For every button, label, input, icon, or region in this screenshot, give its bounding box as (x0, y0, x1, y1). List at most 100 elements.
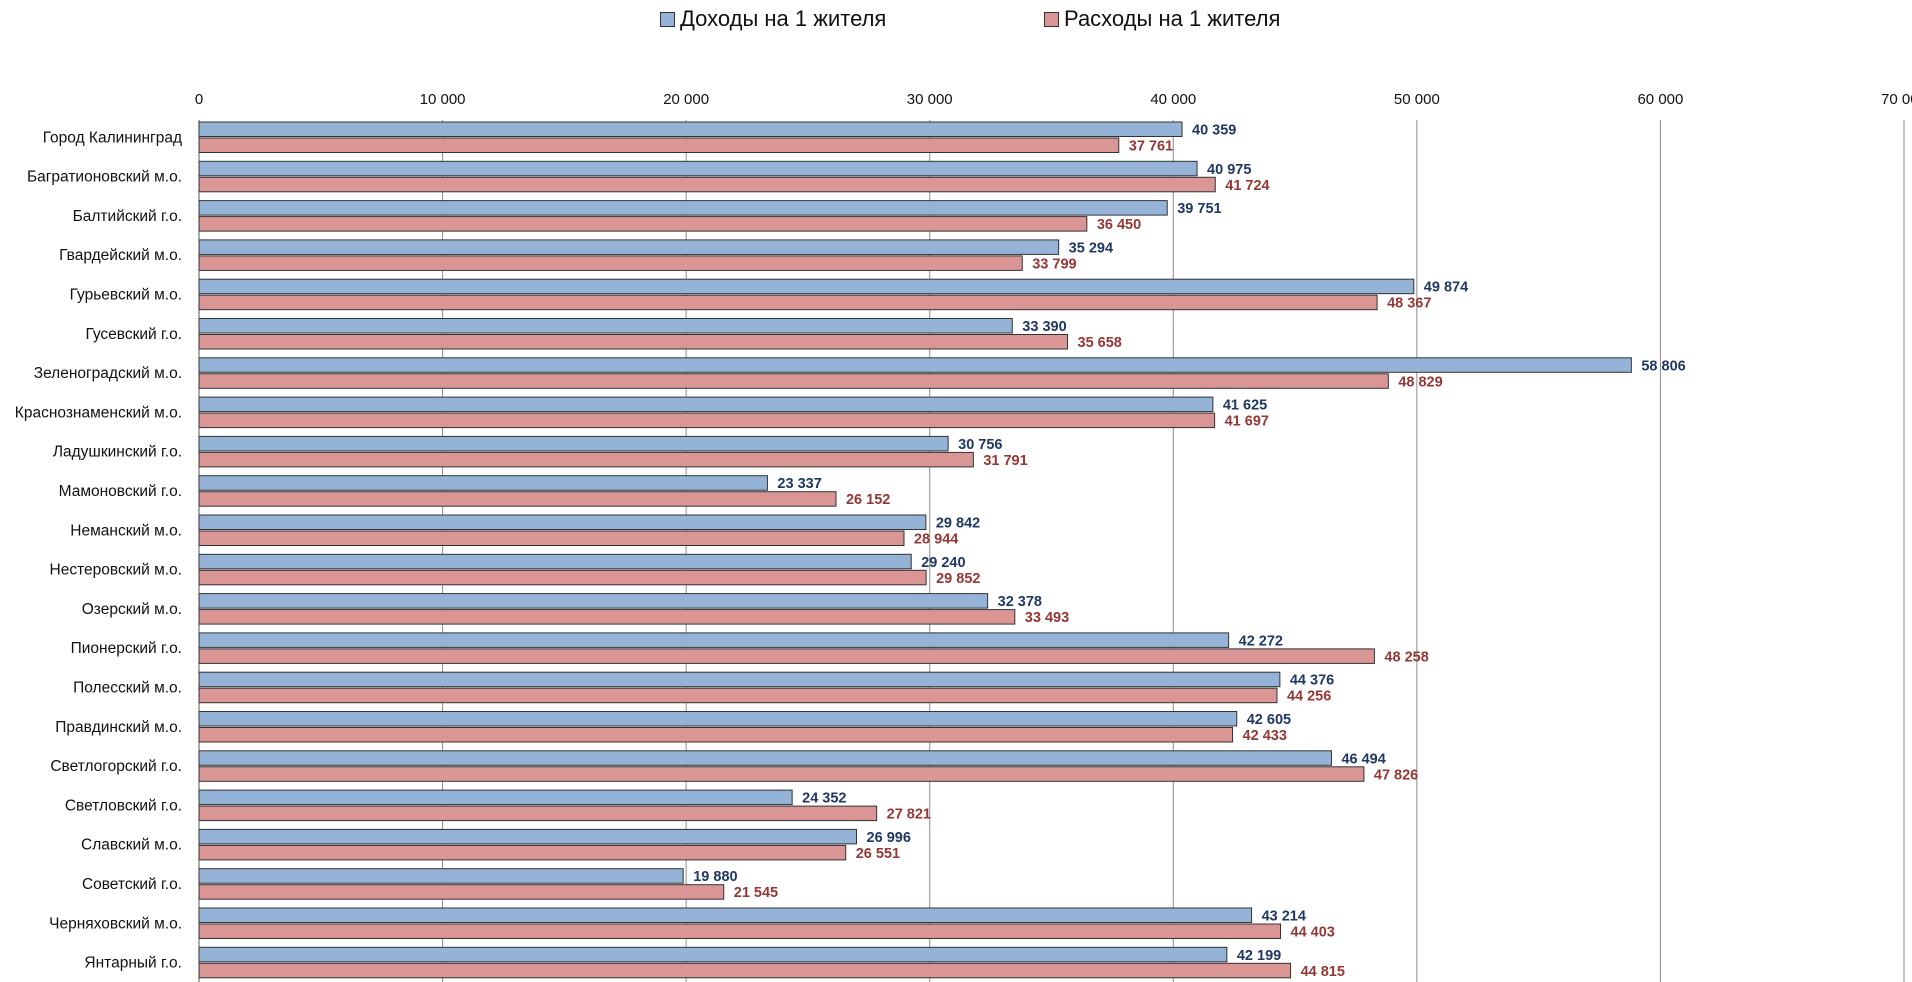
bar-expense (198, 569, 927, 586)
data-label-income: 42 272 (1239, 633, 1283, 649)
bar-expense (198, 609, 1016, 625)
bar-expense (198, 766, 1365, 782)
data-label-income: 29 842 (936, 516, 980, 532)
legend-item-expense: Расходы на 1 жителя (1044, 6, 1280, 32)
category-label: Зеленоградский м.о. (34, 365, 182, 382)
data-label-income: 41 625 (1223, 398, 1267, 414)
category-label: Светлогорский г.о. (50, 758, 182, 775)
bar-income (198, 671, 1281, 688)
bar-expense (198, 176, 1216, 193)
category-label: Советский г.о. (82, 876, 182, 893)
category-label: Краснознаменский м.о. (15, 404, 182, 421)
data-label-expense: 48 829 (1398, 374, 1442, 390)
data-label-income: 29 240 (921, 555, 965, 571)
bar-income (198, 318, 1013, 334)
bar-expense (198, 491, 837, 507)
data-label-income: 26 996 (867, 830, 911, 846)
category-label: Багратионовский м.о. (27, 169, 182, 186)
data-label-expense: 44 815 (1301, 964, 1345, 980)
data-label-expense: 31 791 (983, 453, 1027, 469)
data-label-income: 42 605 (1247, 712, 1291, 728)
bar-income (198, 632, 1230, 648)
category-label: Светловский г.о. (65, 797, 182, 814)
bar-expense (198, 334, 1069, 350)
bar-income (198, 789, 793, 806)
bar-income (198, 435, 949, 452)
data-label-expense: 41 697 (1225, 414, 1269, 430)
x-tick-label: 30 000 (907, 91, 953, 108)
data-label-income: 35 294 (1069, 240, 1113, 256)
bar-income (198, 711, 1238, 727)
x-tick-label: 70 000 (1881, 91, 1912, 108)
x-tick-label: 10 000 (420, 91, 466, 108)
data-label-income: 39 751 (1177, 201, 1221, 217)
data-label-expense: 48 258 (1384, 649, 1428, 665)
category-label: Неманский м.о. (70, 522, 182, 539)
x-tick-label: 50 000 (1394, 91, 1440, 108)
bar-income (198, 553, 912, 570)
category-label: Янтарный г.о. (84, 955, 182, 972)
bar-income (198, 357, 1632, 373)
category-label: Озерский м.о. (82, 601, 182, 618)
category-label: Город Калининград (43, 129, 182, 146)
bar-income (198, 750, 1332, 766)
data-label-income: 40 975 (1207, 162, 1251, 178)
data-label-income: 46 494 (1341, 751, 1385, 767)
bar-expense (198, 923, 1282, 939)
data-label-expense: 27 821 (887, 807, 931, 823)
category-label: Балтийский г.о. (73, 208, 182, 225)
data-label-income: 19 880 (693, 869, 737, 885)
category-label: Пионерский г.о. (71, 640, 182, 657)
data-label-expense: 37 761 (1129, 139, 1173, 155)
data-label-expense: 33 493 (1025, 610, 1069, 626)
x-tick-label: 0 (195, 91, 203, 108)
legend-swatch-income (660, 11, 675, 27)
bar-income (198, 475, 768, 491)
data-label-income: 33 390 (1022, 319, 1066, 335)
data-label-income: 42 199 (1237, 948, 1281, 964)
bar-income (198, 121, 1183, 137)
category-label: Нестеровский м.о. (50, 562, 182, 579)
bar-expense (198, 727, 1234, 743)
data-label-expense: 26 551 (856, 846, 900, 862)
data-label-expense: 47 826 (1374, 767, 1418, 783)
data-label-income: 23 337 (777, 476, 821, 492)
data-label-income: 58 806 (1641, 358, 1685, 374)
bar-expense (198, 884, 725, 900)
bar-income (198, 514, 927, 530)
bar-income (198, 593, 989, 609)
bar-income (198, 278, 1415, 295)
legend-label-expense: Расходы на 1 жителя (1064, 6, 1281, 31)
data-label-income: 44 376 (1290, 673, 1334, 689)
data-label-expense: 21 545 (734, 885, 778, 901)
data-label-expense: 36 450 (1097, 217, 1141, 233)
category-label: Гвардейский м.о. (59, 247, 182, 264)
data-label-expense: 28 944 (914, 532, 958, 548)
bar-expense (198, 412, 1216, 429)
bar-income (198, 907, 1253, 923)
data-label-income: 49 874 (1424, 280, 1468, 296)
bar-expense (198, 805, 878, 822)
bar-expense (198, 530, 905, 546)
bar-income (198, 396, 1214, 413)
bar-income (198, 946, 1228, 963)
bar-income (198, 239, 1060, 255)
bar-income (198, 828, 858, 845)
data-label-income: 40 359 (1192, 123, 1236, 139)
category-label: Правдинский м.о. (55, 719, 182, 736)
bar-expense (198, 844, 847, 861)
data-label-expense: 41 724 (1225, 178, 1269, 194)
x-tick-label: 60 000 (1637, 91, 1683, 108)
data-label-expense: 44 256 (1287, 689, 1331, 705)
legend-label-income: Доходы на 1 жителя (680, 6, 887, 31)
chart-legend: Доходы на 1 жителя Расходы на 1 жителя (0, 6, 1912, 32)
data-label-expense: 42 433 (1243, 728, 1287, 744)
bar-expense (198, 648, 1375, 664)
data-label-income: 43 214 (1262, 909, 1306, 925)
x-tick-label: 20 000 (663, 91, 709, 108)
category-label: Гурьевский м.о. (70, 286, 182, 303)
data-label-expense: 29 852 (936, 571, 980, 587)
data-label-expense: 48 367 (1387, 296, 1431, 312)
legend-item-income: Доходы на 1 жителя (660, 6, 886, 32)
